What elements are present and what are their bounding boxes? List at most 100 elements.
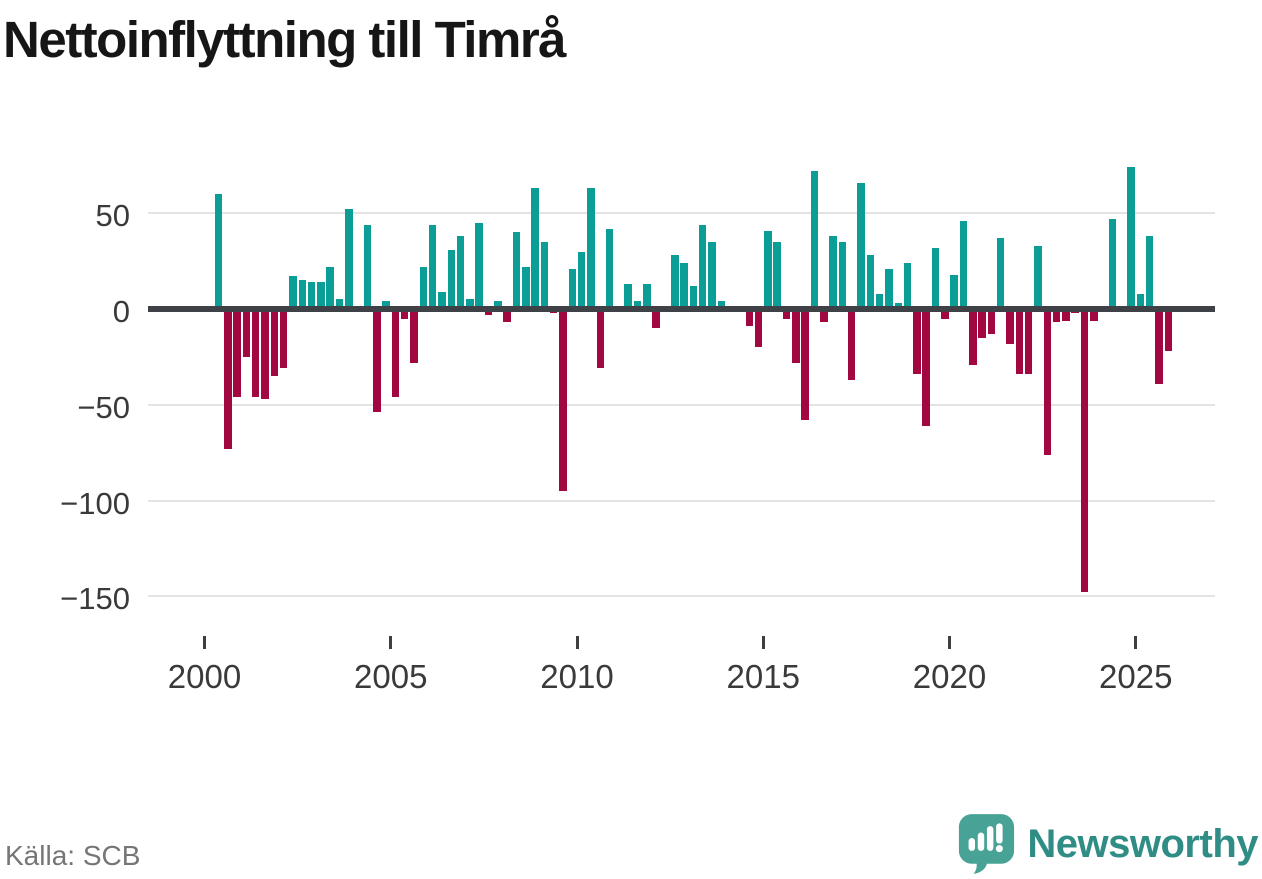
bar-2010-q4 (605, 228, 614, 309)
bar-2011-q2 (624, 284, 632, 309)
x-tick-2010 (575, 636, 579, 649)
bar-2019-q4 (941, 309, 949, 319)
bar-2002-q4 (307, 282, 316, 309)
bar-2010-q2 (587, 188, 595, 309)
bar-2004-q4 (382, 301, 390, 309)
bar-2001-q1 (242, 309, 251, 357)
bar-2006-q2 (438, 291, 446, 309)
bar-2025-q1 (1136, 293, 1145, 309)
bar-2011-q3 (633, 301, 642, 309)
page-title: Nettoinflyttning till Timrå (3, 11, 567, 68)
bar-2016-q4 (829, 236, 837, 309)
gridline--150 (148, 595, 1215, 598)
bar-2021-q3 (1006, 309, 1014, 344)
bar-2023-q4 (1090, 309, 1098, 321)
bar-2024-q4 (1127, 167, 1135, 309)
bar-2015-q4 (792, 309, 800, 363)
y-tick-label--100: −100 (60, 485, 130, 521)
bar-2021-q1 (987, 309, 996, 334)
bar-2009-q4 (568, 268, 577, 309)
bar-2020-q3 (969, 309, 977, 365)
bar-2016-q2 (810, 171, 819, 309)
bar-2022-q2 (1034, 245, 1042, 309)
bar-2001-q3 (261, 309, 269, 399)
bar-2025-q4 (1164, 309, 1173, 352)
bar-2013-q1 (689, 286, 698, 309)
bar-2008-q1 (503, 309, 511, 323)
y-tick-label--150: −150 (60, 581, 130, 617)
bar-2022-q3 (1043, 309, 1052, 455)
bar-2023-q1 (1062, 309, 1070, 321)
bar-2011-q4 (643, 284, 651, 309)
bar-2006-q3 (447, 249, 456, 309)
bar-2020-q4 (978, 309, 986, 338)
bar-2018-q1 (875, 293, 884, 309)
y-tick-label--50: −50 (77, 389, 130, 425)
bar-2015-q1 (764, 230, 772, 309)
bar-2006-q4 (456, 236, 465, 309)
bar-2021-q4 (1015, 309, 1024, 375)
bar-2006-q1 (428, 224, 437, 309)
bar-2014-q4 (754, 309, 763, 348)
bar-2013-q3 (708, 242, 716, 309)
bar-2000-q2 (214, 194, 223, 309)
bar-2010-q3 (596, 309, 605, 369)
bar-2003-q4 (345, 209, 353, 309)
bar-2003-q2 (326, 266, 334, 309)
gridline--100 (148, 499, 1215, 502)
bar-2008-q3 (522, 266, 530, 309)
bar-2000-q3 (224, 309, 232, 449)
bar-2001-q2 (251, 309, 260, 398)
bar-2005-q3 (410, 309, 418, 363)
source-caption: Källa: SCB (5, 840, 141, 871)
x-tick-label-2010: 2010 (540, 658, 614, 695)
bar-2022-q1 (1024, 309, 1033, 375)
bar-2012-q1 (652, 309, 660, 329)
bar-2005-q4 (419, 266, 428, 309)
x-tick-label-2015: 2015 (726, 658, 800, 695)
bar-2002-q2 (289, 276, 297, 309)
bar-2022-q4 (1052, 309, 1061, 323)
bar-2014-q3 (745, 309, 754, 327)
gridline--50 (148, 403, 1215, 406)
x-tick-2015 (761, 636, 765, 649)
bar-2010-q1 (577, 251, 586, 310)
x-tick-2005 (389, 636, 393, 649)
bar-2021-q2 (996, 238, 1005, 309)
x-tick-2000 (203, 636, 206, 649)
bar-2025-q3 (1155, 309, 1163, 384)
bar-2017-q1 (838, 242, 847, 309)
bar-2017-q2 (847, 309, 856, 380)
bar-2008-q4 (531, 188, 539, 309)
newsworthy-wordmark: Newsworthy (1027, 821, 1258, 866)
bar-2007-q2 (475, 222, 483, 309)
bar-2019-q3 (931, 247, 940, 309)
bar-2005-q2 (400, 309, 409, 319)
bar-2019-q1 (913, 309, 921, 375)
bar-2007-q4 (494, 301, 502, 309)
bar-2016-q3 (820, 309, 828, 323)
bar-2009-q3 (559, 309, 567, 491)
bar-2004-q2 (363, 224, 372, 309)
y-tick-label-50: 50 (95, 198, 130, 234)
bar-2025-q2 (1145, 236, 1154, 309)
bar-2024-q2 (1108, 219, 1117, 309)
newsworthy-logo: Newsworthy (958, 813, 1258, 875)
bar-2020-q2 (959, 220, 968, 309)
bar-2015-q3 (782, 309, 791, 319)
bar-2003-q1 (317, 282, 325, 309)
bar-2000-q4 (233, 309, 241, 398)
bar-2015-q2 (773, 242, 781, 309)
bar-2009-q1 (540, 242, 549, 309)
bar-2020-q1 (950, 274, 958, 309)
newsworthy-bubble-chart-icon (959, 814, 1015, 874)
bar-2023-q3 (1080, 309, 1089, 593)
bar-2004-q3 (373, 309, 381, 413)
bar-2016-q1 (801, 309, 809, 421)
bar-2012-q3 (671, 255, 679, 309)
x-tick-label-2025: 2025 (1099, 658, 1173, 695)
x-tick-label-2000: 2000 (167, 658, 242, 695)
zero-axis-line (148, 306, 1215, 312)
